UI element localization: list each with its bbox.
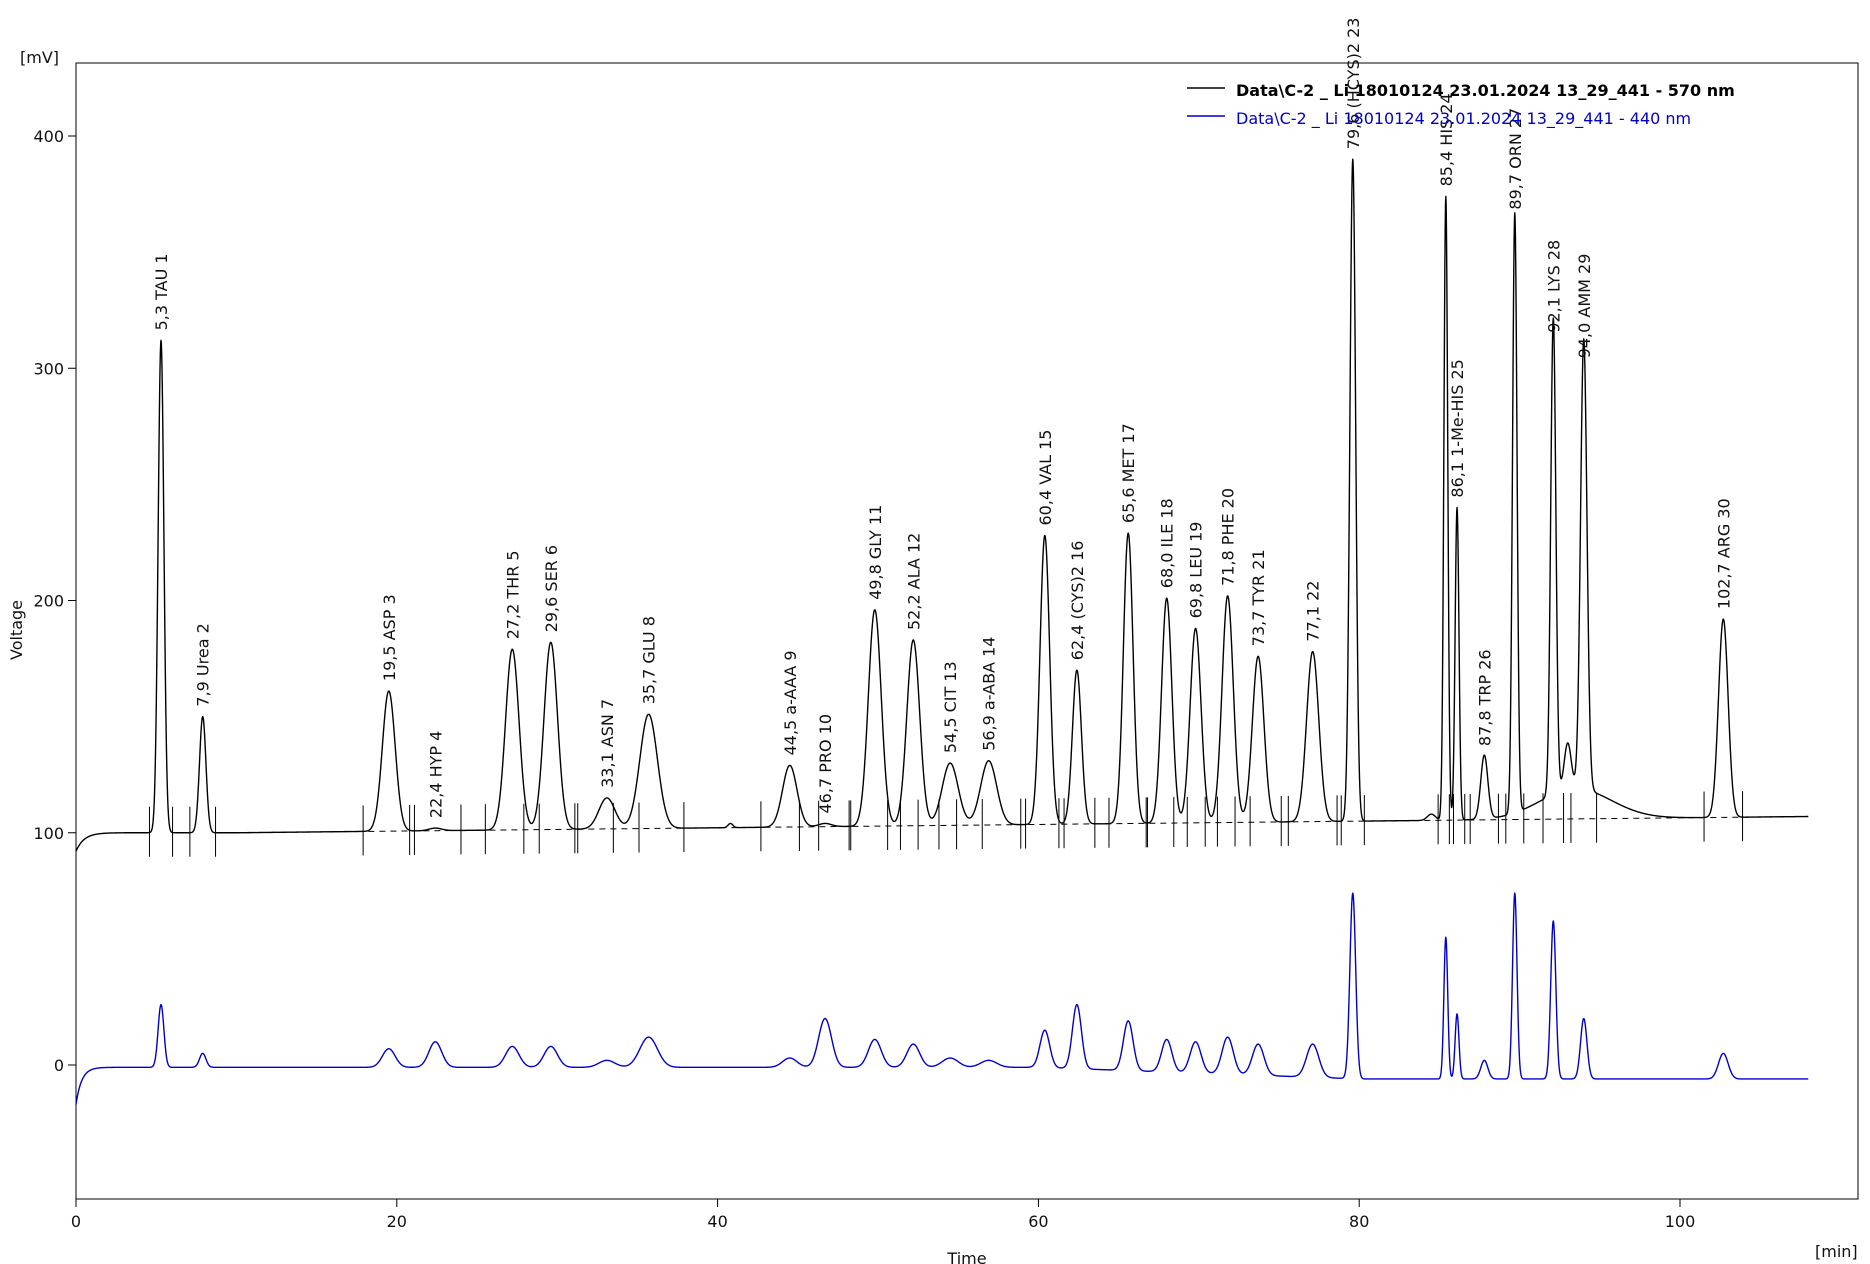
y-tick-label: 200 [33, 592, 64, 611]
x-tick-label: 0 [71, 1212, 81, 1231]
y-axis-unit: [mV] [20, 48, 59, 67]
y-tick-label: 400 [33, 127, 64, 146]
peak-label-23: 79,6 (HCYS)2 23 [1344, 18, 1363, 150]
legend-entry-440: Data\C-2 _ Li 18010124 23.01.2024 13_29_… [1236, 109, 1691, 129]
peak-label-26: 87,8 TRP 26 [1475, 649, 1494, 746]
plot-frame [75, 62, 1859, 1200]
peak-label-27: 89,7 ORN 27 [1506, 108, 1525, 210]
peak-label-20: 71,8 PHE 20 [1219, 488, 1238, 586]
peak-label-5: 27,2 THR 5 [503, 550, 522, 639]
peak-label-14: 56,9 a-ABA 14 [980, 637, 999, 751]
peak-label-12: 52,2 ALA 12 [904, 533, 923, 630]
peak-label-7: 33,1 ASN 7 [598, 699, 617, 788]
y-tick-label: 300 [33, 359, 64, 378]
legend-entry-570: Data\C-2 _ Li 18010124 23.01.2024 13_29_… [1236, 81, 1735, 100]
y-tick-label: 0 [54, 1056, 64, 1075]
legend: Data\C-2 _ Li 18010124 23.01.2024 13_29_… [1187, 81, 1735, 129]
x-axis-ticks: 0 20 40 60 80 100 [71, 1199, 1695, 1231]
peak-label-21: 73,7 TYR 21 [1249, 549, 1268, 646]
peak-label-15: 60,4 VAL 15 [1036, 430, 1055, 526]
peak-integration-markers [148, 791, 1744, 857]
trace-570nm [75, 158, 1809, 852]
peak-label-16: 62,4 (CYS)2 16 [1068, 541, 1087, 661]
peak-label-18: 68,0 ILE 18 [1158, 498, 1177, 588]
peak-label-22: 77,1 22 [1304, 581, 1323, 642]
x-tick-label: 100 [1665, 1212, 1696, 1231]
peak-label-2: 7,9 Urea 2 [194, 623, 213, 706]
x-tick-label: 40 [707, 1212, 727, 1231]
x-tick-label: 60 [1028, 1212, 1048, 1231]
peak-label-3: 19,5 ASP 3 [380, 594, 399, 681]
peak-label-10: 46,7 PRO 10 [816, 714, 835, 814]
peak-label-19: 69,8 LEU 19 [1187, 522, 1206, 619]
peak-label-8: 35,7 GLU 8 [640, 616, 659, 704]
peak-label-25: 86,1 1-Me-HIS 25 [1448, 359, 1467, 497]
x-tick-label: 20 [387, 1212, 407, 1231]
peak-label-28: 92,1 LYS 28 [1544, 240, 1563, 333]
x-axis-unit: [min] [1815, 1242, 1858, 1261]
peak-label-13: 54,5 CIT 13 [941, 661, 960, 753]
x-tick-label: 80 [1349, 1212, 1369, 1231]
peak-label-17: 65,6 MET 17 [1119, 423, 1138, 523]
peak-label-6: 29,6 SER 6 [542, 545, 561, 632]
y-axis-ticks: 0 100 200 300 400 [33, 127, 76, 1075]
x-axis-title: Time [946, 1249, 986, 1264]
y-tick-label: 100 [33, 824, 64, 843]
peak-label-11: 49,8 GLY 11 [866, 505, 885, 600]
peak-label-24: 85,4 HIS 24 [1437, 93, 1456, 186]
y-axis-title: Voltage [7, 600, 26, 660]
peak-label-9: 44,5 a-AAA 9 [781, 650, 800, 755]
peak-labels: 5,3 TAU 1 7,9 Urea 2 19,5 ASP 3 22,4 HYP 4 2… [152, 18, 1733, 819]
trace-440nm [75, 892, 1809, 1105]
peak-label-1: 5,3 TAU 1 [152, 253, 171, 330]
peak-label-4: 22,4 HYP 4 [426, 731, 445, 818]
peak-label-30: 102,7 ARG 30 [1714, 498, 1733, 609]
peak-label-29: 94,0 AMM 29 [1575, 254, 1594, 359]
